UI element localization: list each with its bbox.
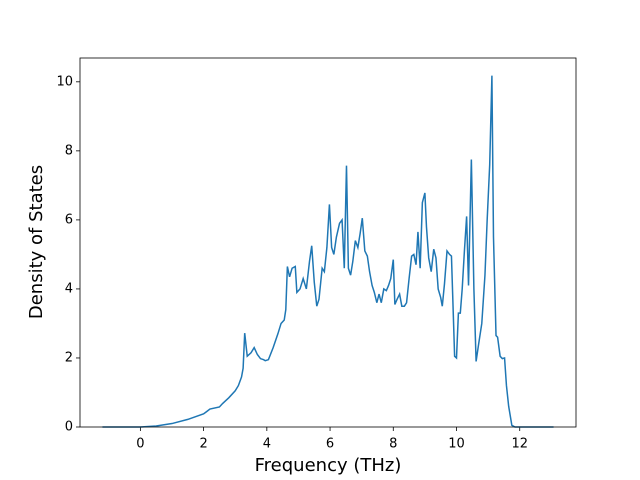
x-tick-label: 6 [326,437,334,452]
y-tick-label: 8 [65,143,73,158]
x-tick-label: 10 [448,437,465,452]
y-tick-label: 4 [65,281,73,296]
x-tick-label: 2 [199,437,207,452]
y-axis-label: Density of States [26,165,47,319]
y-tick-label: 0 [65,420,73,435]
y-tick-label: 10 [56,74,73,89]
x-tick-label: 4 [263,437,271,452]
x-axis-label: Frequency (THz) [255,455,402,476]
plot-frame [79,57,577,428]
x-tick-label: 12 [511,437,528,452]
y-tick-label: 2 [65,350,73,365]
y-tick-label: 6 [65,212,73,227]
x-tick-label: 0 [136,437,144,452]
line [102,75,554,428]
x-tick-label: 8 [389,437,397,452]
